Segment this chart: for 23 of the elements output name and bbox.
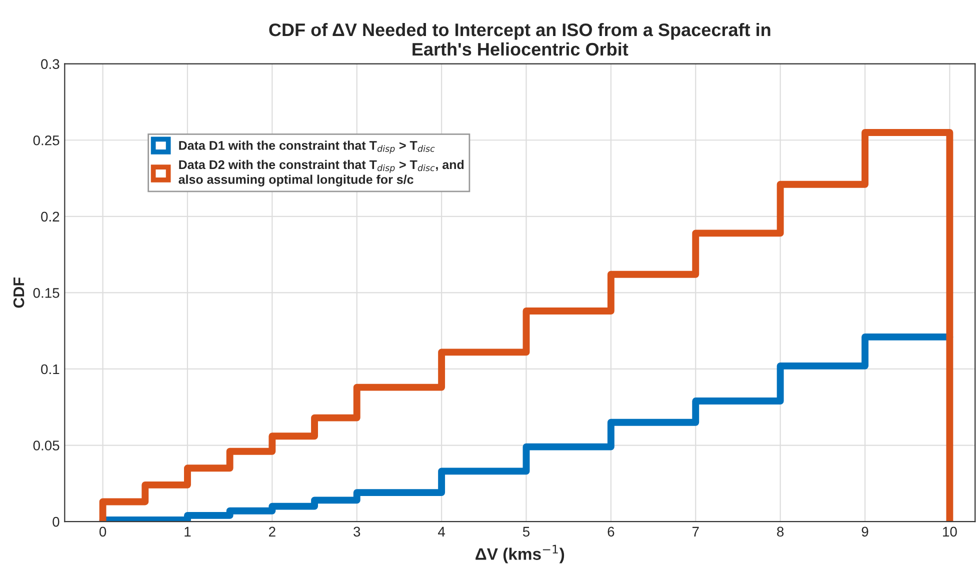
x-tick-label: 6 bbox=[608, 526, 614, 537]
x-tick-label: 9 bbox=[862, 526, 868, 537]
chart-title: CDF of ΔV Needed to Intercept an ISO from a Spacecraft in Earth's Heliocentric Orbit bbox=[269, 22, 770, 56]
legend-label: Data D1 with the constraint that T$_{disp}$ > T$_{disc}$ bbox=[179, 140, 435, 154]
x-tick-label: 3 bbox=[354, 526, 360, 537]
x-tick-label: 2 bbox=[269, 526, 276, 536]
y-tick-label: 0.05 bbox=[33, 440, 60, 450]
y-tick-label: 0.25 bbox=[33, 135, 60, 146]
x-tick-label: 0 bbox=[99, 526, 106, 537]
x-tick-label: 1 bbox=[184, 526, 191, 536]
x-tick-label: 7 bbox=[692, 526, 699, 536]
x-axis-title: ΔV (kms$^{−1}$) bbox=[476, 544, 564, 564]
x-tick-label: 4 bbox=[438, 526, 446, 536]
y-tick-label: 0.15 bbox=[33, 288, 60, 298]
y-tick-label: 0.3 bbox=[41, 59, 60, 70]
y-axis-title: CDF bbox=[13, 278, 24, 308]
text: Data D2 with the constraint that T$_{disp}$ > T$_{disc}$, and also assuming optimal longitude for s/c bbox=[178, 160, 464, 186]
x-tick-label: 10 bbox=[943, 526, 957, 537]
x-tick-label: 5 bbox=[522, 526, 530, 537]
y-tick-label: 0.2 bbox=[41, 212, 60, 222]
x-tick-label: 8 bbox=[777, 526, 784, 537]
y-tick-label: 0 bbox=[52, 516, 60, 527]
y-tick-label: 0.1 bbox=[41, 364, 60, 374]
